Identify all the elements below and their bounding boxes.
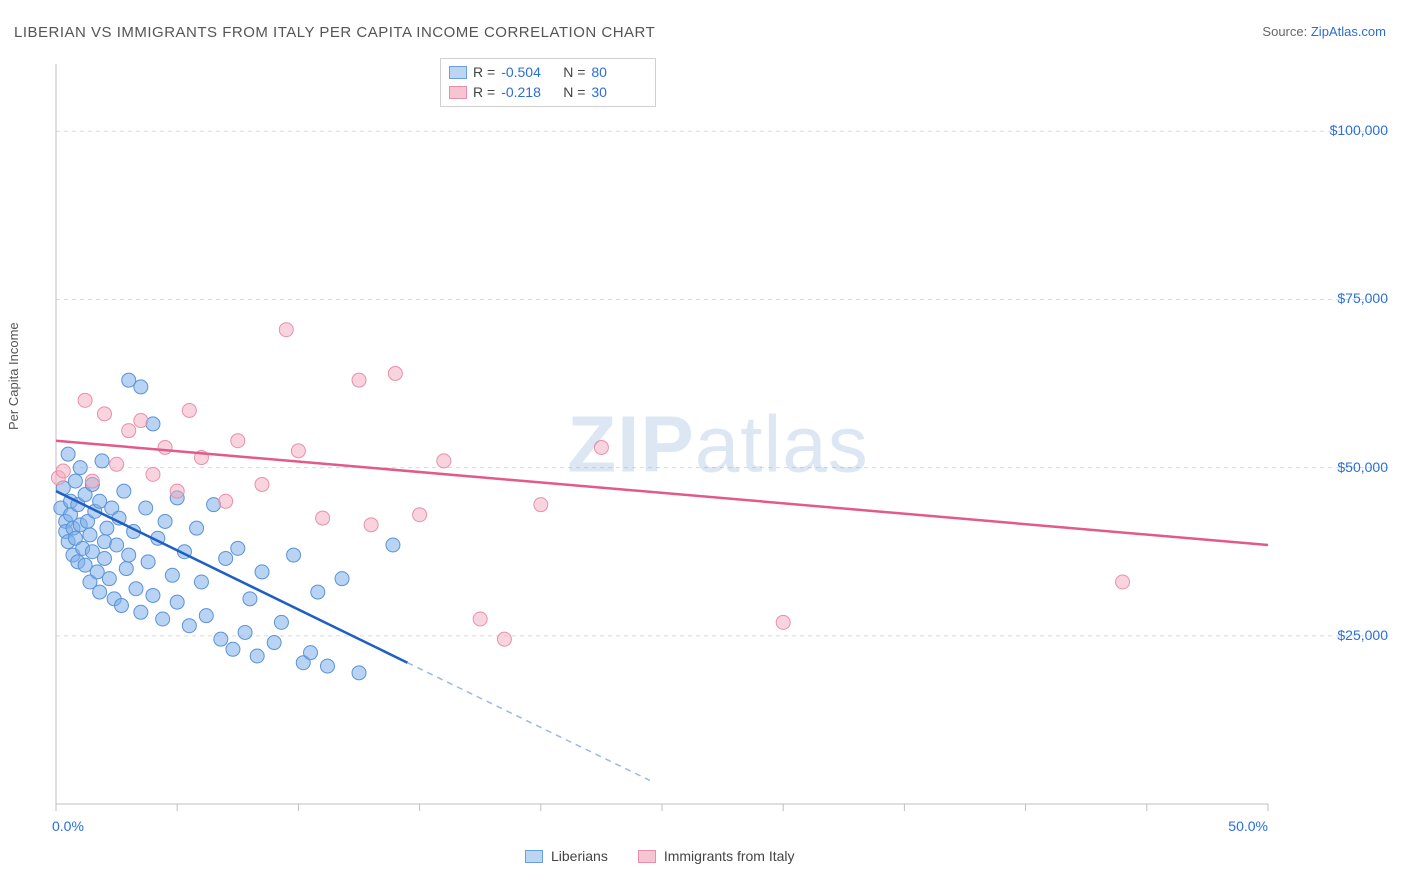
stats-row: R = -0.504 N = 80 <box>449 63 647 83</box>
y-tick-label: $50,000 <box>1337 459 1388 475</box>
legend-swatch <box>638 850 656 863</box>
y-tick-label: $75,000 <box>1337 290 1388 306</box>
legend-swatch <box>449 66 467 79</box>
plot-area: ZIPatlas <box>48 54 1388 844</box>
series-legend: Liberians Immigrants from Italy <box>525 848 795 864</box>
stat-r-label: R = <box>473 63 495 83</box>
source-label: Source: <box>1262 24 1307 39</box>
legend-label: Immigrants from Italy <box>664 848 795 864</box>
y-tick-label: $25,000 <box>1337 627 1388 643</box>
stat-n-label: N = <box>563 83 585 103</box>
legend-item: Immigrants from Italy <box>638 848 795 864</box>
source-attribution: Source: ZipAtlas.com <box>1262 24 1386 39</box>
source-link[interactable]: ZipAtlas.com <box>1311 24 1386 39</box>
legend-swatch <box>525 850 543 863</box>
chart-svg <box>48 54 1388 844</box>
chart-title: LIBERIAN VS IMMIGRANTS FROM ITALY PER CA… <box>14 24 655 41</box>
stat-r-label: R = <box>473 83 495 103</box>
y-axis-label: Per Capita Income <box>6 322 21 430</box>
stat-r-value: -0.504 <box>501 63 557 83</box>
x-tick-label: 50.0% <box>1228 818 1268 834</box>
legend-label: Liberians <box>551 848 608 864</box>
stat-r-value: -0.218 <box>501 83 557 103</box>
stats-legend: R = -0.504 N = 80 R = -0.218 N = 30 <box>440 58 656 107</box>
stat-n-value: 30 <box>591 83 647 103</box>
chart-container: LIBERIAN VS IMMIGRANTS FROM ITALY PER CA… <box>0 0 1406 892</box>
legend-item: Liberians <box>525 848 608 864</box>
stats-row: R = -0.218 N = 30 <box>449 83 647 103</box>
y-tick-label: $100,000 <box>1330 122 1388 138</box>
legend-swatch <box>449 86 467 99</box>
stat-n-value: 80 <box>591 63 647 83</box>
x-tick-label: 0.0% <box>52 818 84 834</box>
stat-n-label: N = <box>563 63 585 83</box>
